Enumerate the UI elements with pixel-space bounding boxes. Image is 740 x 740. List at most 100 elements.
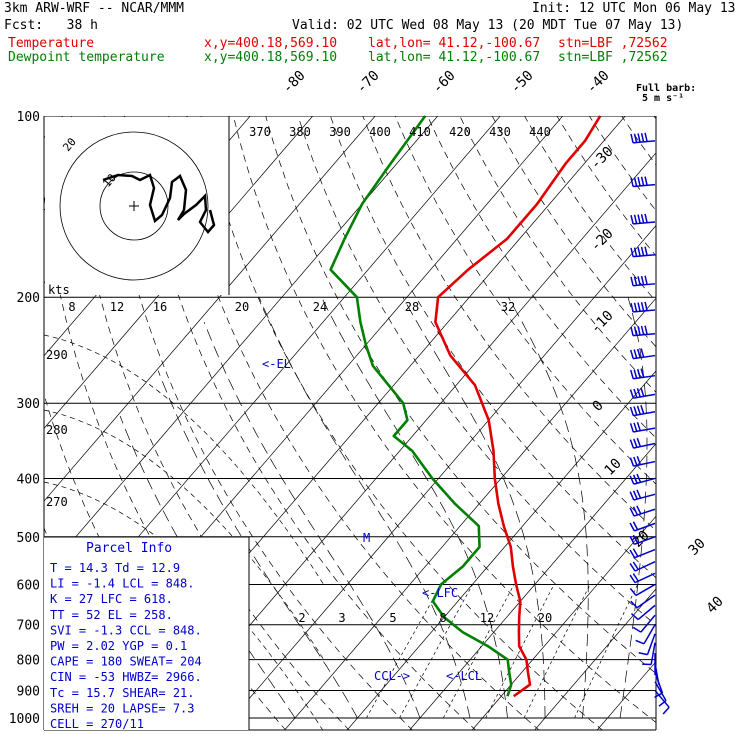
moist-adiabat <box>402 297 546 718</box>
forecast-hour: Fcst: 38 h <box>4 18 98 33</box>
isotherm <box>409 443 656 730</box>
pressure-tick-label: 400 <box>17 472 40 487</box>
wind-barb <box>630 213 656 225</box>
hodograph-speed-label: 12 <box>110 300 124 314</box>
wind-barb <box>629 548 656 559</box>
parcel-info-row: LI = -1.4 LCL = 848. <box>50 577 195 591</box>
theta-e-label: 280 <box>46 423 68 437</box>
wind-barb <box>629 421 656 433</box>
hodograph-speed-label: 16 <box>153 300 167 314</box>
parcel-level-annotation: <-LFC <box>422 586 458 600</box>
wind-barb-flag <box>633 406 638 416</box>
wind-barb-flag <box>638 652 648 656</box>
parcel-info-row: T = 14.3 Td = 12.9 <box>50 561 180 575</box>
wind-barb-flag <box>630 276 634 286</box>
wind-barb <box>629 583 656 597</box>
wind-barb-flag <box>636 505 642 515</box>
wind-barb-staff <box>654 672 664 694</box>
theta-label: 400 <box>369 125 391 139</box>
wind-barb-flag <box>635 639 645 645</box>
wind-barb-flag <box>636 405 641 415</box>
wind-barb-flag <box>632 474 638 484</box>
parcel-info-title: Parcel Info <box>86 541 172 556</box>
wind-barb-flag <box>629 574 636 584</box>
wind-barb <box>638 633 656 656</box>
pressure-tick-label: 700 <box>17 619 40 634</box>
dry-adiabat <box>362 116 656 532</box>
wind-barb-staff <box>633 333 656 337</box>
wind-barb-flag <box>636 473 642 483</box>
mixing-ratio-label: 20 <box>538 611 552 625</box>
wind-barb <box>629 387 656 399</box>
wind-barb <box>629 473 656 485</box>
pressure-tick-label: 300 <box>17 397 40 412</box>
wind-barb-flag <box>632 561 639 570</box>
mixing-ratio-line <box>523 584 591 719</box>
dry-adiabat <box>168 116 540 730</box>
wind-barb-flag <box>633 133 638 143</box>
wind-barb-staff <box>634 561 656 572</box>
pressure-tick-label: 1000 <box>9 712 40 727</box>
model-title: 3km ARW-WRF -- NCAR/MMM <box>4 1 185 16</box>
wind-barb <box>630 325 656 337</box>
wind-barb-flag <box>640 405 645 415</box>
wind-barb-staff <box>633 309 656 313</box>
wind-barb <box>629 437 656 449</box>
wind-barb <box>630 594 656 609</box>
isotherm-label: -70 <box>354 68 383 97</box>
wind-barb <box>630 132 656 144</box>
wind-barb-flag <box>630 600 638 609</box>
dewpoint-legend-stn: stn=LBF ,72562 <box>558 50 668 65</box>
dry-adiabat <box>491 116 656 348</box>
moist-adiabat <box>619 297 648 719</box>
wind-barb-flag <box>633 326 638 336</box>
barb-key-line1: Full barb: <box>636 83 697 94</box>
wind-barb-flag <box>633 438 638 448</box>
isotherm-label: 10 <box>602 456 625 479</box>
wind-barb-flag <box>640 176 645 186</box>
wind-barb-flag <box>629 507 635 517</box>
isotherm <box>221 225 656 730</box>
parcel-info-background <box>44 537 249 730</box>
wind-barb-flag <box>640 325 645 335</box>
wind-barb-flag <box>632 506 639 516</box>
wind-barb-staff <box>633 253 656 258</box>
wind-barb-flag <box>629 522 635 532</box>
wind-barb-staff <box>633 508 656 517</box>
wind-barb-staff <box>640 614 656 633</box>
theta-e-line <box>44 481 324 730</box>
wind-barb <box>629 505 656 517</box>
theta-label: 410 <box>409 125 431 139</box>
dry-adiabat <box>200 116 603 730</box>
wind-barb <box>629 348 656 360</box>
wind-barbs <box>629 132 670 715</box>
wind-barb-staff <box>646 633 656 655</box>
wind-barb-flag <box>636 368 641 378</box>
hodograph-speed-label: 24 <box>313 300 327 314</box>
wind-barb-flag <box>629 389 635 399</box>
isotherm <box>660 116 740 730</box>
mixing-ratio-line <box>399 584 474 719</box>
wind-barb-flag <box>629 587 637 596</box>
wind-barb <box>629 405 656 417</box>
wind-barb-flag <box>662 706 670 715</box>
parcel-info-row: SREH = 20 LAPSE= 7.3 <box>50 701 195 715</box>
wind-barb-flag <box>636 489 642 499</box>
moist-adiabat <box>203 321 421 719</box>
isotherm-label: -80 <box>280 68 309 97</box>
wind-barb-flag <box>640 387 645 397</box>
dry-adiabat <box>394 116 656 485</box>
wind-barb-flag <box>633 369 638 379</box>
wind-barb-flag <box>629 349 634 359</box>
pressure-tick-label: 200 <box>17 291 40 306</box>
wind-barb-flag <box>637 247 641 257</box>
wind-barb-flag <box>640 348 645 358</box>
isotherm <box>722 116 740 730</box>
valid-time: Valid: 02 UTC Wed 08 May 13 (20 MDT Tue … <box>292 18 684 33</box>
mixing-ratio-label: 5 <box>389 611 396 625</box>
profile-layer <box>329 115 602 698</box>
wind-barb-staff <box>654 681 667 702</box>
parcel-level-annotation: <-EL <box>262 357 291 371</box>
wind-barb-flag <box>637 276 641 286</box>
